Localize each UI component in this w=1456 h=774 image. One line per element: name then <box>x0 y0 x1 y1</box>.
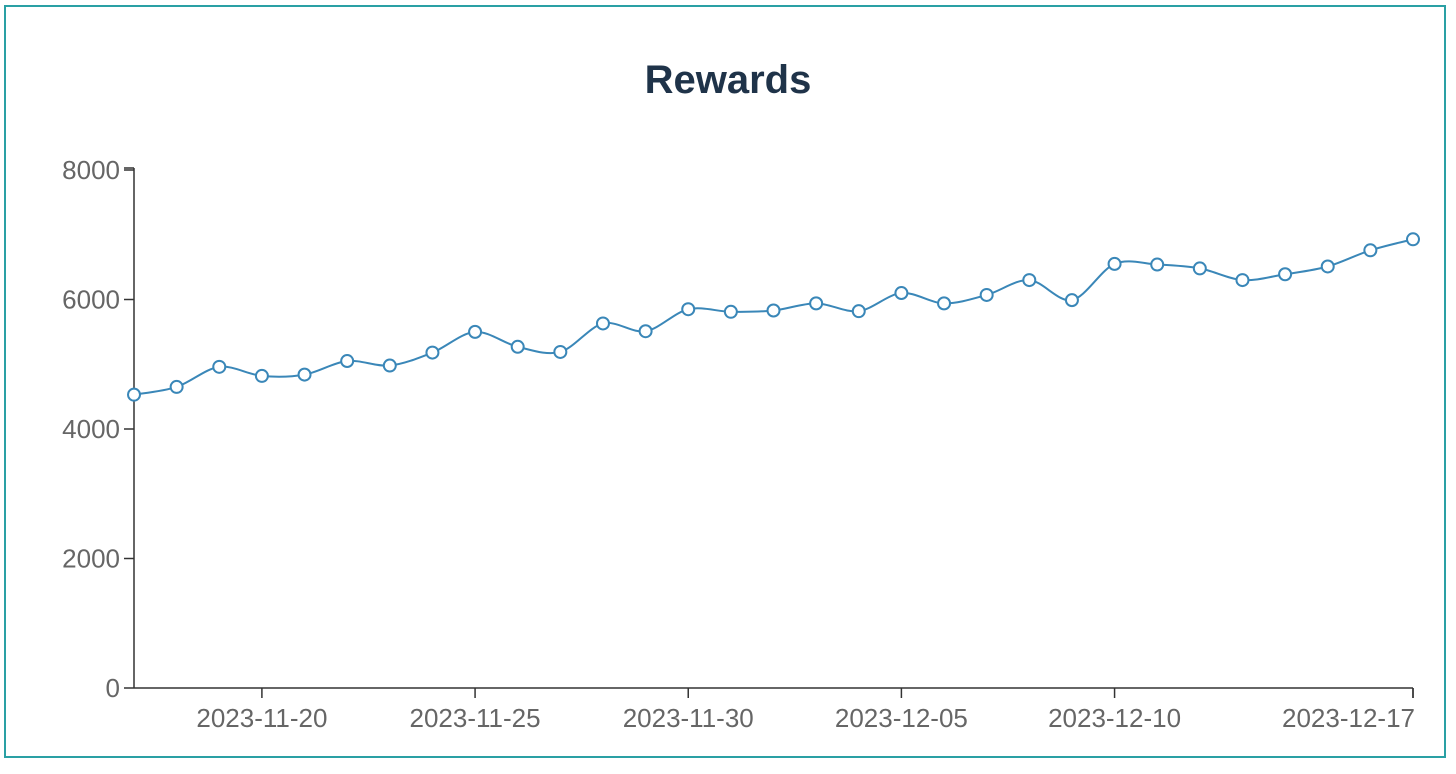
data-point <box>681 302 696 317</box>
data-point <box>1064 293 1079 308</box>
data-point <box>1107 256 1122 271</box>
data-point <box>1235 273 1250 288</box>
x-tick-label: 2023-11-25 <box>410 703 541 733</box>
y-tick-label: 4000 <box>62 414 120 444</box>
data-point <box>297 367 312 382</box>
data-point <box>1022 273 1037 288</box>
data-point <box>468 324 483 339</box>
data-point <box>382 358 397 373</box>
x-tick-label: 2023-12-17 <box>1282 703 1415 733</box>
data-point <box>1192 261 1207 276</box>
data-point <box>638 324 653 339</box>
data-point <box>937 296 952 311</box>
y-tick-label: 8000 <box>62 155 120 185</box>
data-point <box>425 345 440 360</box>
data-point <box>595 316 610 331</box>
data-point <box>212 359 227 374</box>
data-point <box>340 354 355 369</box>
data-point <box>1320 259 1335 274</box>
data-point <box>723 304 738 319</box>
x-tick-label: 2023-11-20 <box>196 703 327 733</box>
axes: 0 2000 4000 6000 8000 2023-11-20 2023-11-25 202… <box>62 155 1415 733</box>
data-point <box>979 287 994 302</box>
x-tick-label: 2023-12-10 <box>1048 703 1181 733</box>
x-tick-label: 2023-11-30 <box>623 703 754 733</box>
x-tick-label: 2023-12-05 <box>835 703 968 733</box>
data-point <box>510 339 525 354</box>
data-point <box>809 296 824 311</box>
data-point <box>254 368 269 383</box>
data-point <box>169 379 184 394</box>
data-point <box>1278 267 1293 282</box>
plot-area <box>127 232 1420 402</box>
y-tick-label: 0 <box>106 673 120 703</box>
data-point <box>1150 257 1165 272</box>
data-point <box>851 304 866 319</box>
data-point <box>553 344 568 359</box>
data-point <box>1406 232 1420 247</box>
data-point <box>1363 243 1378 258</box>
y-tick-label: 2000 <box>62 544 120 574</box>
chart-title: Rewards <box>644 58 812 102</box>
data-point <box>127 387 141 402</box>
data-point <box>766 303 781 318</box>
y-tick-label: 6000 <box>62 285 120 315</box>
chart-frame <box>4 5 1446 758</box>
data-point <box>894 286 909 301</box>
